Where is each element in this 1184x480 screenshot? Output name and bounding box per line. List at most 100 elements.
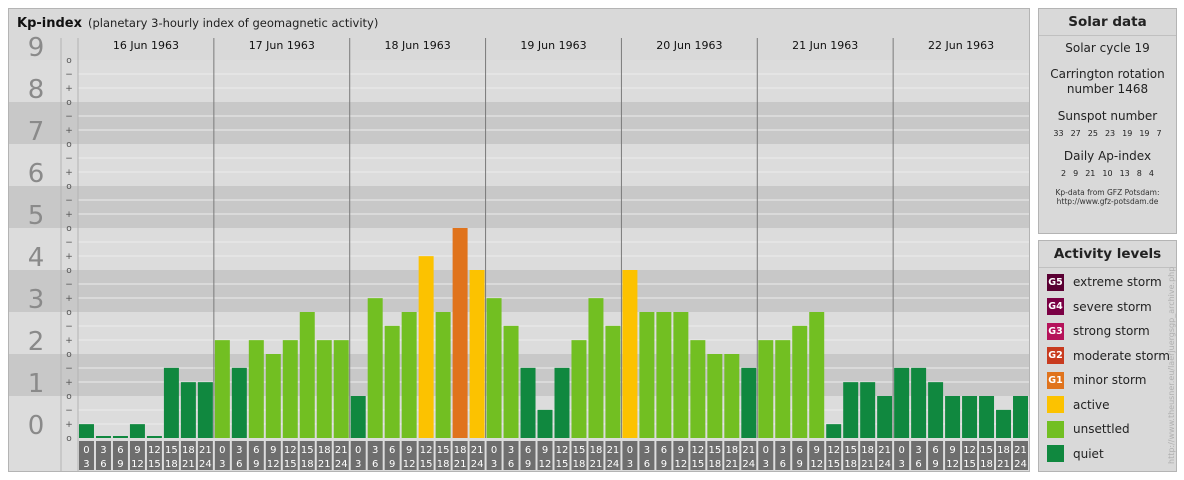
interval-start: 15 — [437, 445, 450, 456]
kp-bar — [333, 340, 349, 438]
interval-start: 21 — [1014, 445, 1027, 456]
interval-box — [537, 441, 553, 470]
sunspot-value: 27 — [1070, 129, 1081, 138]
interval-box — [163, 441, 179, 470]
interval-end: 3 — [355, 459, 361, 470]
interval-end: 12 — [946, 459, 959, 470]
interval-box — [588, 441, 604, 470]
interval-box — [486, 441, 502, 470]
interval-end: 18 — [844, 459, 857, 470]
interval-start: 18 — [861, 445, 874, 456]
interval-box — [979, 441, 995, 470]
y-minor-mark: o — [66, 140, 72, 150]
kp-bar — [316, 340, 332, 438]
kp-bar — [452, 228, 468, 438]
interval-end: 3 — [83, 459, 89, 470]
ap-value: 2 — [1061, 169, 1067, 178]
interval-end: 12 — [267, 459, 280, 470]
kp-band-5 — [9, 186, 1029, 228]
ap-value: 21 — [1085, 169, 1096, 178]
kp-bar — [418, 256, 434, 438]
interval-end: 9 — [525, 459, 531, 470]
kp-bar — [843, 382, 859, 438]
interval-end: 3 — [898, 459, 904, 470]
interval-start: 12 — [420, 445, 433, 456]
interval-start: 3 — [100, 445, 106, 456]
kp-bar — [928, 382, 944, 438]
interval-box — [894, 441, 910, 470]
sunspot-value: 33 — [1053, 129, 1064, 138]
interval-box — [112, 441, 128, 470]
interval-start: 15 — [573, 445, 586, 456]
sunspot-value: 23 — [1104, 129, 1116, 138]
interval-box — [911, 441, 927, 470]
interval-end: 3 — [627, 459, 633, 470]
activity-level-item: active — [1039, 393, 1176, 418]
kp-bar — [894, 367, 910, 438]
y-minor-mark: − — [65, 238, 73, 248]
kp-bar — [962, 396, 978, 438]
interval-start: 6 — [932, 445, 938, 456]
interval-start: 6 — [797, 445, 803, 456]
day-header-strip — [78, 38, 1029, 51]
interval-end: 15 — [963, 459, 976, 470]
interval-box — [146, 441, 162, 470]
y-minor-mark: − — [65, 280, 73, 290]
interval-start: 9 — [542, 445, 548, 456]
interval-end: 18 — [573, 459, 586, 470]
day-label: 18 Jun 1963 — [385, 39, 451, 52]
interval-start: 6 — [253, 445, 259, 456]
interval-box — [282, 441, 298, 470]
interval-end: 15 — [827, 459, 840, 470]
level-label: active — [1073, 397, 1110, 412]
chart-title: Kp-index (planetary 3-hourly index of geo… — [17, 16, 378, 31]
interval-start: 9 — [406, 445, 412, 456]
interval-start: 15 — [165, 445, 178, 456]
interval-end: 9 — [389, 459, 395, 470]
interval-start: 9 — [814, 445, 820, 456]
kp-bar — [690, 340, 706, 438]
interval-box — [928, 441, 944, 470]
watermark: http://www.theusner.eu/laerjuergsgp_arch… — [1167, 266, 1176, 464]
kp-bar — [996, 409, 1012, 438]
level-swatch: G2 — [1047, 347, 1064, 365]
kp-band-1 — [9, 354, 1029, 396]
level-label: unsettled — [1073, 422, 1130, 437]
carrington-line-2: number 1468 — [1066, 82, 1149, 96]
interval-start: 0 — [355, 445, 361, 456]
y-minor-mark: o — [66, 308, 72, 318]
y-tick-label: 1 — [28, 369, 45, 399]
kp-bar — [248, 340, 264, 438]
interval-box — [503, 441, 519, 470]
interval-start: 12 — [148, 445, 161, 456]
interval-box — [945, 441, 961, 470]
interval-start: 3 — [644, 445, 650, 456]
level-swatch: G1 — [1047, 371, 1064, 389]
interval-start: 9 — [949, 445, 955, 456]
activity-levels-list: G5 extreme storm G4 severe storm G3 strong st… — [1039, 268, 1176, 466]
interval-end: 3 — [763, 459, 769, 470]
y-minor-mark: o — [66, 392, 72, 402]
day-label: 20 Jun 1963 — [656, 39, 722, 52]
kp-bar — [435, 312, 451, 438]
sunspot-value: 7 — [1156, 129, 1162, 138]
solar-cycle: Solar cycle 19 — [1065, 41, 1150, 55]
y-minor-mark: + — [65, 378, 73, 388]
credit-line-1: Kp-data from GFZ Potsdam: — [1055, 188, 1160, 197]
kp-bar — [537, 409, 553, 438]
interval-start: 9 — [270, 445, 276, 456]
interval-end: 6 — [100, 459, 106, 470]
sunspot-value: 19 — [1139, 129, 1150, 138]
kp-bar — [367, 298, 383, 438]
y-tick-label: 7 — [28, 117, 45, 147]
interval-start: 21 — [335, 445, 348, 456]
kp-band-8 — [9, 60, 1029, 102]
interval-end: 9 — [117, 459, 123, 470]
interval-start: 21 — [199, 445, 212, 456]
level-label: extreme storm — [1073, 275, 1162, 290]
y-minor-mark: − — [65, 322, 73, 332]
interval-box — [792, 441, 808, 470]
level-label: moderate storm — [1073, 348, 1170, 363]
interval-end: 21 — [182, 459, 195, 470]
interval-box — [962, 441, 978, 470]
